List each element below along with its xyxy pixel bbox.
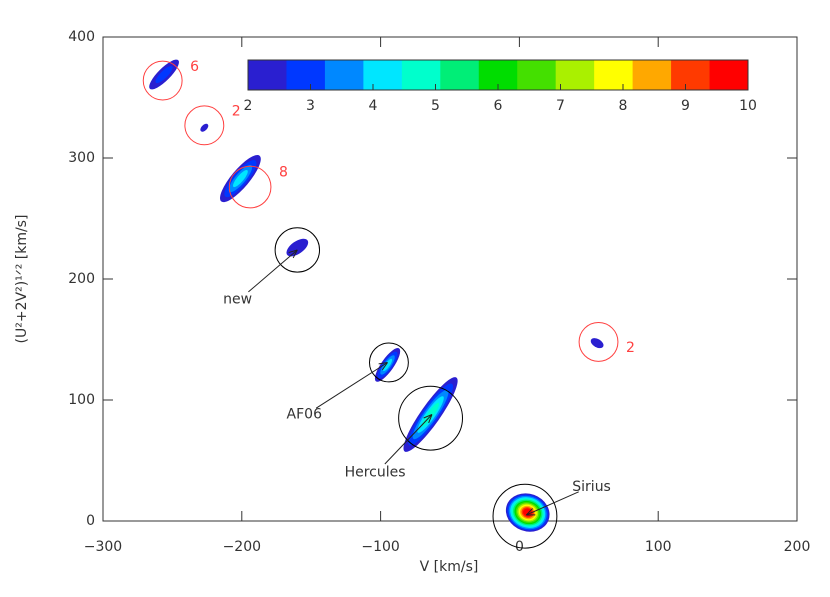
colorbar-bin — [440, 60, 480, 90]
contour-blob — [200, 123, 209, 132]
contour-level — [200, 123, 209, 132]
group-circle — [228, 165, 272, 209]
annotation-arrow — [248, 249, 298, 293]
annotation-arrow — [526, 491, 579, 516]
annotation-arrow — [315, 362, 388, 409]
colorbar-tick-label: 5 — [431, 98, 440, 114]
arrow-head — [525, 508, 536, 516]
colorbar-tick-label: 4 — [369, 98, 378, 114]
colorbar-bin — [324, 60, 364, 90]
annotation-label: new — [223, 292, 252, 308]
contour-blob — [403, 377, 458, 452]
y-tick-label: 400 — [68, 29, 95, 45]
x-tick-label: −200 — [223, 539, 261, 555]
annotation-label: Sirius — [572, 479, 611, 495]
colorbar-bin — [555, 60, 595, 90]
circle-label: 2 — [232, 104, 241, 120]
group-circle — [578, 321, 619, 362]
group-circle — [142, 60, 183, 101]
contour-blob — [220, 154, 261, 203]
colorbar-tick-label: 7 — [556, 98, 565, 114]
plot-frame — [102, 36, 798, 522]
group-circle — [398, 385, 463, 451]
colorbar-tick-label: 3 — [306, 98, 315, 114]
contour-blob — [149, 59, 179, 90]
colorbar-tick-label: 9 — [681, 98, 690, 114]
colorbar-bin — [671, 60, 711, 90]
arrow-head — [288, 249, 298, 259]
colorbar-tick-label: 2 — [244, 98, 253, 114]
contour-blob — [505, 493, 550, 532]
y-tick-label: 100 — [68, 392, 95, 408]
contour-blob — [286, 238, 309, 257]
circle-label: 6 — [190, 59, 199, 75]
circle-label: 2 — [626, 340, 635, 356]
colorbar-tick-label: 8 — [619, 98, 628, 114]
contour-level — [155, 65, 173, 84]
y-tick-label: 300 — [68, 150, 95, 166]
group-circle — [492, 483, 558, 549]
contour-blob — [374, 348, 401, 382]
x-tick-label: −300 — [84, 539, 122, 555]
colorbar-bin — [632, 60, 672, 90]
annotation-label: Hercules — [345, 465, 406, 481]
group-circle — [274, 227, 321, 273]
annotation-label: AF06 — [287, 407, 323, 423]
contour-level — [590, 338, 604, 349]
colorbar-bin — [709, 60, 749, 90]
group-circle — [368, 342, 409, 383]
x-axis-label: V [km/s] — [420, 559, 479, 575]
colorbar-bin — [401, 60, 441, 90]
colorbar-tick-label: 10 — [739, 98, 757, 114]
colorbar-bin — [594, 60, 634, 90]
y-tick-label: 200 — [68, 271, 95, 287]
annotation-arrow — [384, 414, 433, 465]
y-axis-label: (U²+2V²)¹ᐟ² [km/s] — [14, 215, 30, 344]
contour-level — [286, 238, 309, 257]
group-circle — [184, 105, 225, 146]
arrow-head — [423, 414, 433, 424]
contour-level — [233, 170, 248, 188]
x-tick-label: −100 — [361, 539, 399, 555]
colorbar-bin — [363, 60, 403, 90]
arrow-head — [378, 361, 388, 371]
x-tick-label: 0 — [515, 539, 524, 555]
x-tick-label: 100 — [645, 539, 672, 555]
y-tick-label: 0 — [86, 513, 95, 529]
contour-level — [382, 358, 393, 372]
colorbar-bin — [517, 60, 557, 90]
colorbar-bin — [248, 60, 287, 90]
colorbar-bin — [286, 60, 326, 90]
contour-blob — [590, 338, 604, 349]
x-tick-label: 200 — [784, 539, 811, 555]
circle-label: 8 — [279, 164, 288, 180]
colorbar-tick-label: 6 — [494, 98, 503, 114]
